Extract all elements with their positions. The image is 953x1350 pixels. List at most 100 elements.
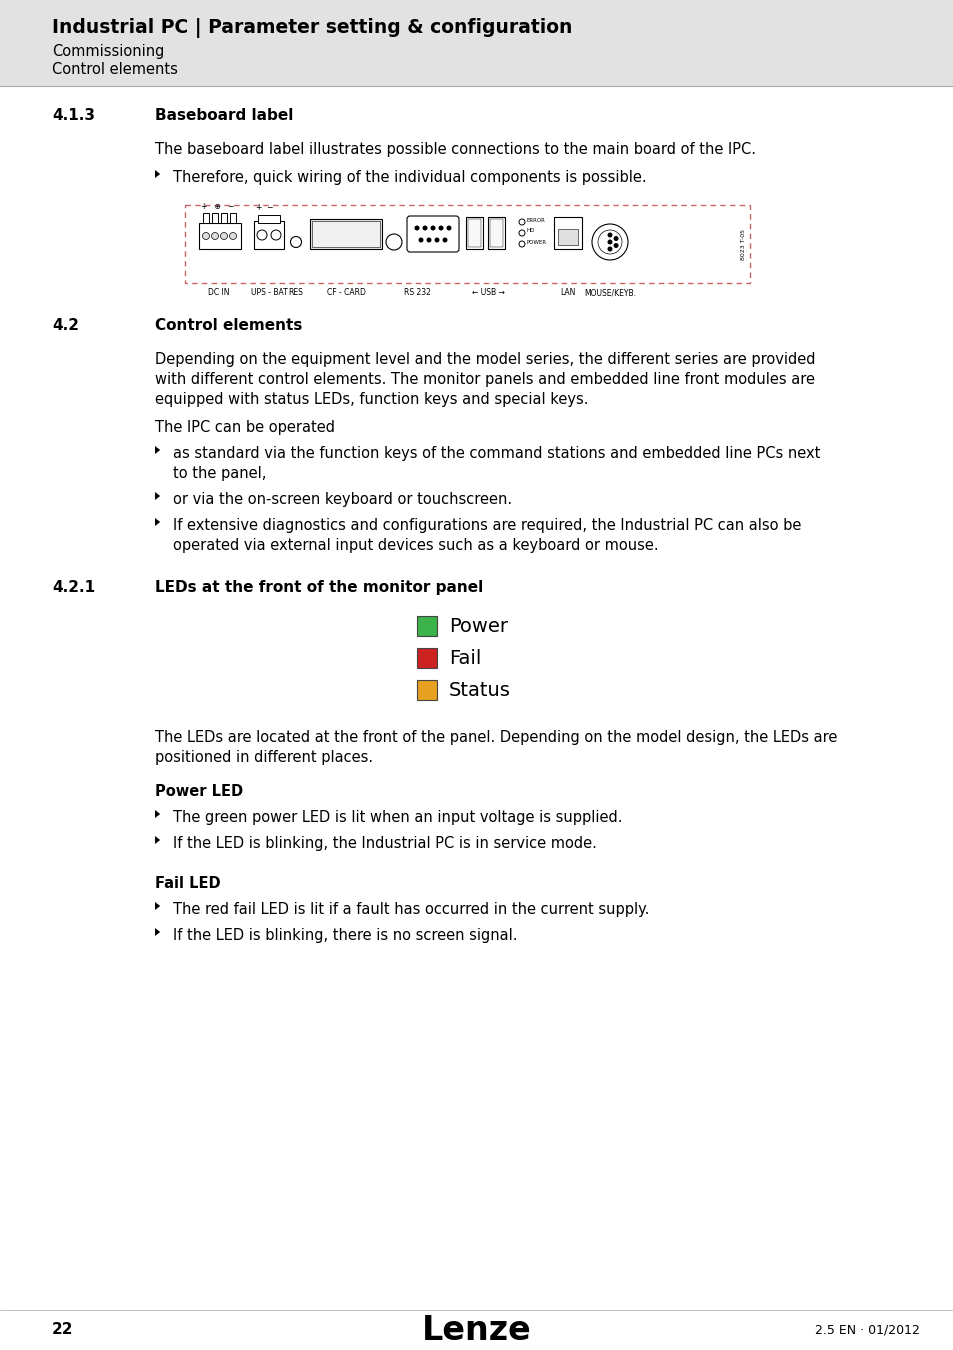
Text: UPS - BAT: UPS - BAT [251,288,287,297]
Text: 8023 T-05: 8023 T-05 [740,228,745,259]
Text: POWER: POWER [526,239,547,244]
Circle shape [607,247,612,251]
Circle shape [414,225,419,231]
Bar [465,217,482,248]
Text: operated via external input devices such as a keyboard or mouse.: operated via external input devices such… [172,539,658,553]
Circle shape [598,230,621,254]
Text: The green power LED is lit when an input voltage is supplied.: The green power LED is lit when an input… [172,810,622,825]
Circle shape [212,232,218,239]
Bar [185,205,749,284]
Bar [310,219,381,248]
Bar [488,217,504,248]
Circle shape [256,230,267,240]
Text: Therefore, quick wiring of the individual components is possible.: Therefore, quick wiring of the individua… [172,170,646,185]
Circle shape [607,232,612,238]
Circle shape [518,242,524,247]
Circle shape [613,243,618,248]
Text: Commissioning: Commissioning [52,45,164,59]
Circle shape [446,225,451,231]
Text: Power LED: Power LED [154,784,243,799]
Text: Industrial PC | Parameter setting & configuration: Industrial PC | Parameter setting & conf… [52,18,572,38]
Text: RS 232: RS 232 [403,288,430,297]
Text: Power: Power [449,617,507,636]
Text: CF - CARD: CF - CARD [326,288,365,297]
Text: The baseboard label illustrates possible connections to the main board of the IP: The baseboard label illustrates possible… [154,142,755,157]
Text: DC IN: DC IN [208,288,230,297]
Bar [312,221,379,247]
Text: Control elements: Control elements [52,62,177,77]
Circle shape [426,238,431,243]
Text: Fail LED: Fail LED [154,876,220,891]
Polygon shape [154,836,160,844]
Text: 22: 22 [52,1323,73,1338]
Circle shape [291,236,301,247]
Text: to the panel,: to the panel, [172,466,266,481]
Bar [199,223,241,248]
Text: LEDs at the front of the monitor panel: LEDs at the front of the monitor panel [154,580,483,595]
Text: LAN: LAN [559,288,575,297]
Circle shape [271,230,281,240]
Bar [221,213,227,223]
Text: If the LED is blinking, the Industrial PC is in service mode.: If the LED is blinking, the Industrial P… [172,836,597,850]
Bar [558,230,578,244]
Bar [416,648,436,668]
Circle shape [518,219,524,225]
Polygon shape [154,902,160,910]
Circle shape [607,239,612,244]
Text: 4.2: 4.2 [52,319,79,333]
Text: If extensive diagnostics and configurations are required, the Industrial PC can : If extensive diagnostics and configurati… [172,518,801,533]
Bar [253,221,284,248]
Bar [230,213,235,223]
Bar [468,219,480,247]
Polygon shape [154,518,160,526]
Text: Control elements: Control elements [154,319,302,333]
Text: equipped with status LEDs, function keys and special keys.: equipped with status LEDs, function keys… [154,392,588,406]
Text: as standard via the function keys of the command stations and embedded line PCs : as standard via the function keys of the… [172,446,820,460]
Text: Status: Status [449,680,511,701]
Text: The IPC can be operated: The IPC can be operated [154,420,335,435]
Circle shape [613,236,618,242]
Circle shape [518,230,524,236]
Polygon shape [154,446,160,454]
Circle shape [592,224,627,261]
Text: RES: RES [288,288,303,297]
Text: +   ⊕   −: + ⊕ − [201,202,234,211]
Circle shape [434,238,439,243]
Circle shape [202,232,210,239]
Text: with different control elements. The monitor panels and embedded line front modu: with different control elements. The mon… [154,373,814,387]
Text: or via the on-screen keyboard or touchscreen.: or via the on-screen keyboard or touchsc… [172,491,512,508]
Text: Fail: Fail [449,649,481,668]
Text: Baseboard label: Baseboard label [154,108,294,123]
Polygon shape [154,491,160,500]
Text: The LEDs are located at the front of the panel. Depending on the model design, t: The LEDs are located at the front of the… [154,730,837,745]
Circle shape [386,234,401,250]
Text: Lenze: Lenze [421,1314,532,1346]
Bar [212,213,218,223]
Polygon shape [154,927,160,936]
Text: If the LED is blinking, there is no screen signal.: If the LED is blinking, there is no scre… [172,927,517,944]
Text: 4.1.3: 4.1.3 [52,108,95,123]
Circle shape [442,238,447,243]
Text: +  −: + − [255,202,274,212]
Circle shape [418,238,423,243]
FancyBboxPatch shape [407,216,458,252]
Text: HD: HD [526,228,535,234]
Bar [490,219,502,247]
Text: positioned in different places.: positioned in different places. [154,751,373,765]
Bar [416,680,436,701]
Text: ← USB →: ← USB → [471,288,504,297]
Bar [257,215,280,223]
Text: ERROR: ERROR [526,217,545,223]
Text: MOUSE/KEYB.: MOUSE/KEYB. [583,288,636,297]
Circle shape [430,225,435,231]
Bar [0,0,953,86]
Circle shape [220,232,227,239]
Polygon shape [154,170,160,178]
Text: 2.5 EN · 01/2012: 2.5 EN · 01/2012 [814,1323,919,1336]
Circle shape [230,232,236,239]
Text: The red fail LED is lit if a fault has occurred in the current supply.: The red fail LED is lit if a fault has o… [172,902,649,917]
Text: 4.2.1: 4.2.1 [52,580,95,595]
Text: Depending on the equipment level and the model series, the different series are : Depending on the equipment level and the… [154,352,815,367]
Bar [203,213,209,223]
Bar [416,616,436,636]
